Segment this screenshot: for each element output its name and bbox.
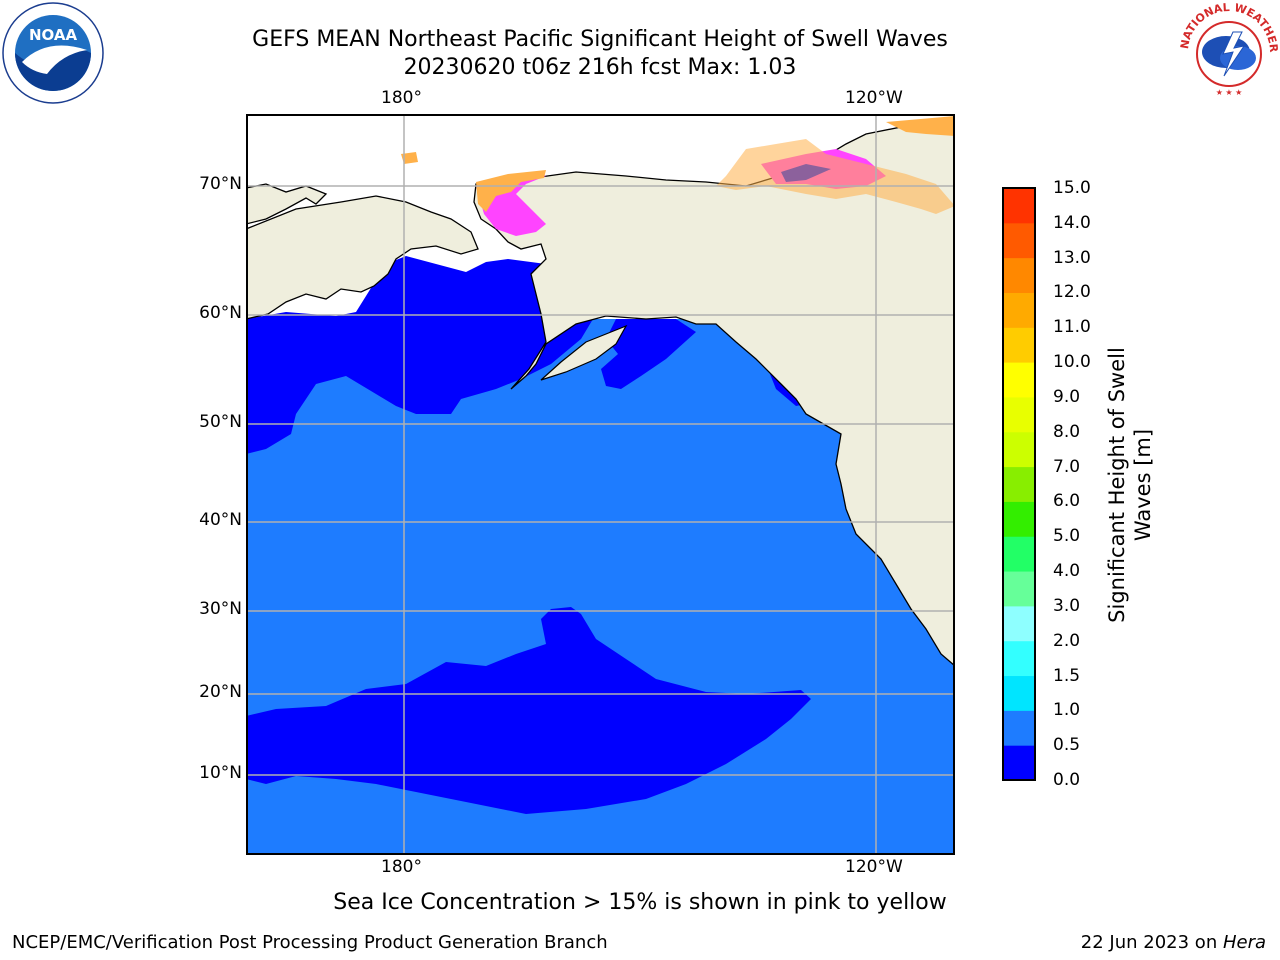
colorbar-tick-label: 12.0	[1053, 282, 1091, 303]
colorbar-swatch	[1003, 710, 1035, 746]
colorbar-swatch	[1003, 362, 1035, 398]
lat-label-70n: 70°N	[199, 174, 242, 194]
colorbar-swatch	[1003, 745, 1035, 781]
footer-date-text: 22 Jun 2023 on	[1080, 932, 1223, 953]
lon-label-120w-bottom: 120°W	[845, 857, 903, 877]
colorbar-tick-label: 1.0	[1053, 700, 1081, 721]
colorbar-label-line1: Significant Height of Swell	[1105, 347, 1129, 623]
colorbar-swatch	[1003, 501, 1035, 537]
colorbar-label-line2: Waves [m]	[1131, 428, 1155, 542]
nws-logo-icon: NATIONAL WEATHER SERVICE ★ ★ ★	[1178, 2, 1280, 100]
colorbar-tick-label: 1.5	[1053, 665, 1081, 686]
colorbar-swatch	[1003, 431, 1035, 468]
sea-ice-patches	[401, 116, 955, 236]
colorbar-tick-label: 0.5	[1053, 735, 1081, 756]
map-gridlines	[246, 114, 955, 855]
colorbar-tick-label: 2.0	[1053, 630, 1081, 651]
map-frame	[246, 114, 955, 855]
lat-label-30n: 30°N	[199, 599, 242, 619]
lon-label-120w-top: 120°W	[845, 88, 903, 108]
low-swell-tropical-area	[246, 607, 811, 814]
lon-label-180-top: 180°	[381, 88, 422, 108]
colorbar-tick-label: 13.0	[1053, 247, 1091, 268]
siberia-landmass	[246, 183, 328, 225]
colorbar-swatch	[1003, 466, 1035, 502]
colorbar-tick-label: 5.0	[1053, 526, 1081, 547]
lat-label-60n: 60°N	[199, 303, 242, 323]
alaska-peninsula-landmass	[540, 324, 628, 381]
colorbar	[1002, 187, 1036, 781]
chart-subtitle: 20230620 t06z 216h fcst Max: 1.03	[403, 55, 797, 80]
colorbar-tick-label: 6.0	[1053, 491, 1081, 512]
footer-host: Hera	[1222, 932, 1266, 953]
sea-ice-caption: Sea Ice Concentration > 15% is shown in …	[333, 890, 947, 915]
colorbar-label: Significant Height of Swell Waves [m]	[1104, 315, 1156, 655]
noaa-logo-icon: NOAA	[2, 2, 104, 104]
colorbar-tick-label: 7.0	[1053, 456, 1081, 477]
colorbar-swatch	[1003, 292, 1035, 328]
chukotka-landmass	[246, 195, 479, 320]
colorbar-swatch	[1003, 257, 1035, 293]
colorbar-swatch	[1003, 640, 1035, 677]
chart-title: GEFS MEAN Northeast Pacific Significant …	[252, 27, 948, 52]
lat-label-40n: 40°N	[199, 510, 242, 530]
colorbar-tick-label: 8.0	[1053, 421, 1081, 442]
lat-label-20n: 20°N	[199, 682, 242, 702]
noaa-logo-text: NOAA	[29, 26, 78, 44]
colorbar-swatch	[1003, 327, 1035, 363]
colorbar-swatch	[1003, 222, 1035, 259]
lon-label-180-bottom: 180°	[381, 857, 422, 877]
colorbar-swatch	[1003, 536, 1035, 572]
low-swell-bering-area	[246, 256, 596, 454]
colorbar-swatch	[1003, 188, 1035, 224]
colorbar-tick-label: 3.0	[1053, 595, 1081, 616]
colorbar-tick-label: 15.0	[1053, 178, 1091, 198]
colorbar-swatch	[1003, 396, 1035, 433]
colorbar-frame	[1002, 187, 1036, 781]
colorbar-tick-label: 10.0	[1053, 352, 1091, 373]
colorbar-tick-label: 4.0	[1053, 561, 1081, 582]
colorbar-tick-label: 11.0	[1053, 317, 1091, 338]
colorbar-tick-label: 14.0	[1053, 212, 1091, 233]
low-swell-gulf-alaska-area	[601, 319, 696, 389]
colorbar-swatch	[1003, 571, 1035, 607]
footer-credit: NCEP/EMC/Verification Post Processing Pr…	[12, 932, 608, 953]
svg-text:★ ★ ★: ★ ★ ★	[1216, 88, 1243, 97]
swell-height-map	[246, 114, 955, 855]
footer-date: 22 Jun 2023 on Hera	[1081, 932, 1266, 953]
colorbar-tick-label: 0.0	[1053, 770, 1081, 790]
lat-label-50n: 50°N	[199, 412, 242, 432]
colorbar-tick-label: 9.0	[1053, 386, 1081, 407]
lat-label-10n: 10°N	[199, 763, 242, 783]
colorbar-swatch	[1003, 675, 1035, 711]
colorbar-swatch	[1003, 605, 1035, 642]
